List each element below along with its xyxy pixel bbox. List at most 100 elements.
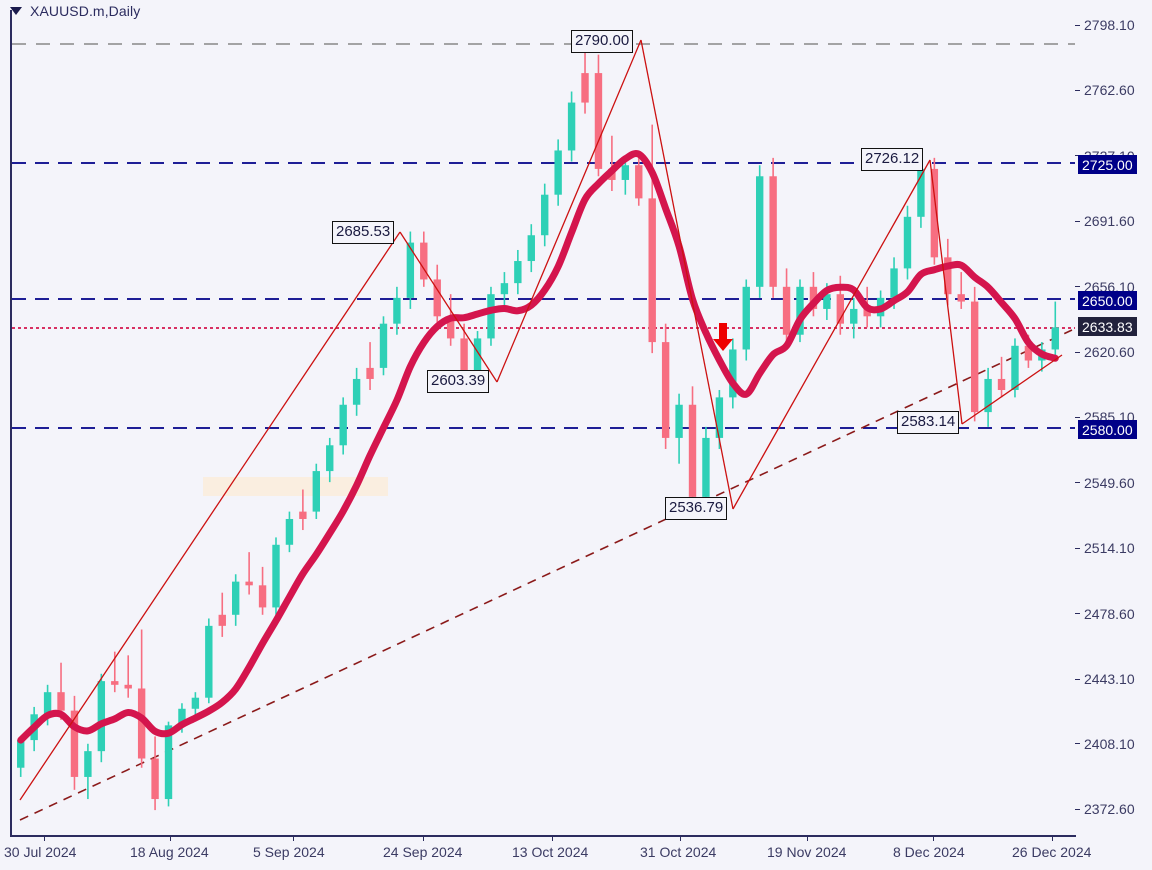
date-tick-mark xyxy=(552,836,553,841)
candle-body[interactable] xyxy=(326,445,334,472)
candle-body[interactable] xyxy=(420,242,428,280)
candle-body[interactable] xyxy=(944,257,952,295)
chevron-down-icon[interactable] xyxy=(10,7,22,15)
candle-body[interactable] xyxy=(97,681,106,752)
price-axis[interactable]: 2798.102762.602727.102691.602656.102620.… xyxy=(1075,0,1152,838)
candle-body[interactable] xyxy=(661,342,670,438)
candle-body[interactable] xyxy=(258,585,267,608)
candle-body[interactable] xyxy=(218,614,226,626)
candle-body[interactable] xyxy=(70,710,79,777)
price-annotation-2726.12[interactable]: 2726.12 xyxy=(861,148,924,171)
candle-body[interactable] xyxy=(151,758,159,800)
candle-body[interactable] xyxy=(487,294,495,339)
candle-body[interactable] xyxy=(473,338,482,376)
date-tick-mark xyxy=(44,836,45,841)
candle-body[interactable] xyxy=(769,176,777,287)
candle-body[interactable] xyxy=(299,511,307,519)
candle-body[interactable] xyxy=(460,338,468,376)
price-tag-2633.83[interactable]: 2633.83 xyxy=(1078,317,1137,336)
candle-body[interactable] xyxy=(393,297,401,324)
price-tick: 2478.60 xyxy=(1075,606,1135,622)
candle-body[interactable] xyxy=(863,308,871,317)
candle-body[interactable] xyxy=(554,150,562,195)
candle-body[interactable] xyxy=(339,404,347,446)
candle-body[interactable] xyxy=(635,165,643,199)
candle-body[interactable] xyxy=(621,165,630,180)
candle-body[interactable] xyxy=(514,261,522,284)
price-annotation-2583.14[interactable]: 2583.14 xyxy=(897,411,960,434)
candle-body[interactable] xyxy=(567,102,576,151)
price-tag-2650.00[interactable]: 2650.00 xyxy=(1078,291,1137,310)
candle-body[interactable] xyxy=(997,378,1006,391)
candle-body[interactable] xyxy=(970,301,979,413)
candle-body[interactable] xyxy=(715,397,724,438)
candle-body[interactable] xyxy=(137,688,146,759)
tick-mark xyxy=(1075,482,1080,484)
candle-body[interactable] xyxy=(17,740,25,768)
candle-body[interactable] xyxy=(285,518,294,545)
price-tick: 2549.60 xyxy=(1075,475,1135,491)
candle-body[interactable] xyxy=(191,697,200,709)
candle-body[interactable] xyxy=(675,404,683,438)
candle-body[interactable] xyxy=(500,283,509,295)
tick-mark xyxy=(1075,286,1080,288)
candle-body[interactable] xyxy=(729,349,737,398)
candle-body[interactable] xyxy=(984,378,992,413)
candle-body[interactable] xyxy=(178,708,186,726)
candle-body[interactable] xyxy=(111,681,119,685)
price-annotation-2536.79[interactable]: 2536.79 xyxy=(665,497,728,520)
candle-body[interactable] xyxy=(164,725,173,800)
candle-body[interactable] xyxy=(823,294,831,309)
price-tick-label: 2798.10 xyxy=(1084,17,1135,33)
candle-body[interactable] xyxy=(796,286,804,335)
candlestick-series[interactable] xyxy=(17,39,1059,811)
candle-body[interactable] xyxy=(809,286,818,309)
candle-body[interactable] xyxy=(231,581,240,615)
candle-body[interactable] xyxy=(43,692,52,715)
candle-body[interactable] xyxy=(930,168,939,258)
candle-body[interactable] xyxy=(688,404,697,497)
candle-body[interactable] xyxy=(541,194,549,236)
date-axis[interactable]: 30 Jul 2024 18 Aug 2024 5 Sep 2024 24 Sep 2… xyxy=(0,836,1152,870)
price-tick: 2372.60 xyxy=(1075,801,1135,817)
candle-body[interactable] xyxy=(406,242,415,298)
sell-arrow-marker[interactable] xyxy=(713,323,733,351)
candle-body[interactable] xyxy=(903,216,912,269)
candle-body[interactable] xyxy=(917,168,925,217)
candle-body[interactable] xyxy=(890,268,898,298)
candle-body[interactable] xyxy=(433,279,441,317)
candle-body[interactable] xyxy=(366,367,374,379)
candle-body[interactable] xyxy=(836,294,845,324)
candle-body[interactable] xyxy=(205,625,213,698)
candle-body[interactable] xyxy=(782,286,791,335)
candle-body[interactable] xyxy=(755,176,764,287)
candle-body[interactable] xyxy=(648,198,656,343)
candle-body[interactable] xyxy=(850,308,858,324)
candle-body[interactable] xyxy=(957,294,965,302)
candle-body[interactable] xyxy=(581,73,589,103)
price-tag-2725.00[interactable]: 2725.00 xyxy=(1078,155,1137,174)
candle-body[interactable] xyxy=(84,751,92,777)
price-tick-label: 2443.10 xyxy=(1084,671,1135,688)
candle-body[interactable] xyxy=(124,684,132,689)
candle-body[interactable] xyxy=(352,378,361,405)
candle-body[interactable] xyxy=(742,286,750,350)
candle-body[interactable] xyxy=(527,235,535,262)
candle-body[interactable] xyxy=(1051,327,1059,350)
candle-body[interactable] xyxy=(312,471,321,512)
price-annotation-2685.53[interactable]: 2685.53 xyxy=(332,221,395,244)
price-annotation-2603.39[interactable]: 2603.39 xyxy=(427,370,490,393)
candle-body[interactable] xyxy=(1024,345,1033,361)
candle-body[interactable] xyxy=(379,323,388,368)
candle-body[interactable] xyxy=(245,581,253,586)
candle-body[interactable] xyxy=(446,316,455,339)
arrow-down-icon[interactable] xyxy=(713,323,733,351)
candle-body[interactable] xyxy=(272,544,280,608)
candle-body[interactable] xyxy=(1011,345,1019,391)
price-tag-2580.00[interactable]: 2580.00 xyxy=(1078,420,1137,439)
candle-body[interactable] xyxy=(594,73,603,169)
price-annotation-2790.00[interactable]: 2790.00 xyxy=(571,30,634,53)
candle-body[interactable] xyxy=(57,692,65,711)
candle-body[interactable] xyxy=(702,437,710,497)
